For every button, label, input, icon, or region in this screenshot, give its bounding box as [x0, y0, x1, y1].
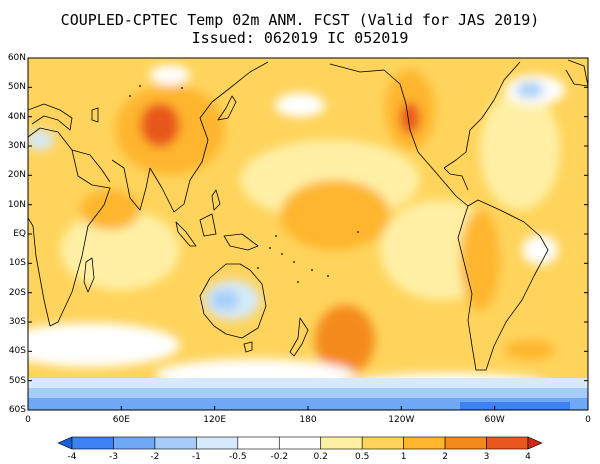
- coast-philippines: [211, 189, 221, 211]
- colorbar-swatch: [403, 436, 446, 450]
- coast-australia: [199, 263, 267, 339]
- colorbar-swatch: [196, 436, 239, 450]
- coast-islands: [129, 85, 359, 283]
- lat-label: 40S: [8, 346, 26, 357]
- coast-samerica: [457, 199, 549, 371]
- colorbar-swatch: [237, 436, 280, 450]
- lon-ticks: [27, 406, 589, 410]
- colorbar-tick-label: -3: [108, 452, 118, 462]
- field-light-atl: [480, 90, 560, 210]
- field-warm-epac: [280, 180, 390, 250]
- field-warm-satl: [505, 340, 555, 360]
- colorbar-swatch: [71, 436, 114, 450]
- lat-label: 50S: [8, 375, 26, 386]
- lat-label: 60N: [7, 53, 26, 63]
- lat-label: 10S: [8, 258, 26, 269]
- field-white-nasia: [150, 65, 190, 85]
- field-hot-namer: [400, 102, 420, 134]
- lat-label: 30N: [7, 141, 26, 151]
- field-hot-asia: [140, 103, 180, 147]
- colorbar-tick-label: 0.5: [355, 452, 370, 462]
- field-white-brazil: [522, 235, 558, 265]
- lon-label: 180: [299, 415, 317, 425]
- colorbar-tick-label: 4: [525, 452, 531, 462]
- colorbar-swatch: [486, 436, 529, 450]
- field-blue-io: [28, 130, 54, 150]
- coast-newguinea: [223, 233, 259, 251]
- colorbar-tick-label: -2: [150, 452, 160, 462]
- colorbar-tick-label: -0.5: [229, 452, 247, 462]
- lon-label: 120E: [203, 415, 227, 425]
- field-light-io: [60, 210, 180, 290]
- colorbar: [57, 436, 543, 450]
- coast-africa: [28, 127, 111, 327]
- map-subtitle: Issued: 062019 IC 052019: [191, 29, 409, 47]
- coast-arabia: [71, 149, 111, 183]
- colorbar-tick-label: 2: [442, 452, 448, 462]
- colorbar-swatch: [320, 436, 363, 450]
- colorbar-swatch: [278, 436, 322, 450]
- coast-borneo: [199, 213, 217, 237]
- field-warm-io: [80, 190, 140, 230]
- colorbar-end-high: [527, 436, 543, 450]
- field-warm-spac: [315, 305, 375, 375]
- colorbar-tick-label: 3: [483, 452, 490, 462]
- lat-label: 20N: [7, 170, 26, 181]
- colorbar-swatch: [361, 436, 404, 450]
- colorbar-tick-label: -0.2: [270, 452, 289, 462]
- coast-gulf: [443, 167, 469, 191]
- coast-eastasia: [149, 61, 269, 213]
- colorbar-swatch: [113, 436, 156, 450]
- colorbar-tick-label: 0.2: [313, 452, 328, 462]
- coast-tasmania: [243, 341, 253, 353]
- field-so-mid: [28, 398, 588, 410]
- field-blue-aus2: [211, 290, 239, 310]
- lat-label: 10N: [7, 199, 26, 210]
- coast-caspian: [91, 107, 99, 123]
- colorbar-swatch: [154, 436, 197, 450]
- field-warm-samer: [460, 210, 500, 310]
- coast-madagascar: [83, 257, 95, 293]
- map-title: COUPLED-CPTEC Temp 02m ANM. FCST (Valid …: [60, 11, 540, 29]
- lon-label: 60W: [484, 415, 505, 425]
- field-white-npac: [275, 93, 325, 117]
- coast-india: [111, 159, 151, 211]
- lat-label: 60S: [8, 405, 26, 415]
- coast-greenland: [565, 59, 588, 87]
- colorbar-tick-label: -4: [67, 452, 77, 462]
- lat-ticks: [28, 57, 588, 411]
- lon-label: 60E: [112, 415, 130, 425]
- lat-label: EQ: [13, 229, 26, 239]
- colorbar-tick-label: 1: [400, 452, 407, 462]
- coast-japan: [217, 95, 237, 121]
- colorbar-tick-label: -1: [191, 452, 201, 462]
- coast-europe: [28, 103, 73, 131]
- coast-namerica: [329, 63, 469, 207]
- lon-label: 120W: [388, 415, 415, 425]
- lat-label: 40N: [7, 111, 26, 122]
- lat-label: 20S: [8, 287, 26, 298]
- lon-label: 0: [25, 415, 31, 425]
- lon-label: 0: [585, 415, 591, 425]
- coast-namerica-east: [443, 61, 521, 169]
- coast-sumatra: [175, 221, 197, 247]
- field-white-so1: [28, 323, 180, 367]
- coastlines: [28, 59, 588, 371]
- lat-label: 30S: [8, 317, 26, 327]
- colorbar-swatch: [444, 436, 487, 450]
- coast-nz: [289, 317, 309, 357]
- lat-label: 50N: [7, 82, 26, 93]
- colorbar-end-low: [57, 436, 73, 450]
- field-so-deep: [460, 402, 570, 410]
- field-blue-natl: [516, 82, 544, 98]
